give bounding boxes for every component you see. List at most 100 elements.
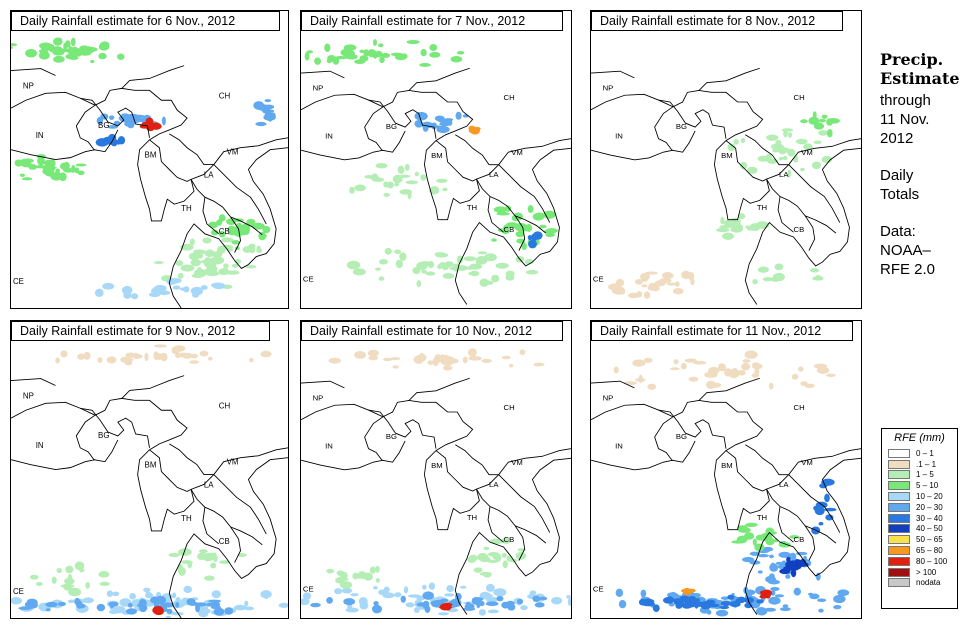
country-label: NP [313,393,324,402]
rainfall-patch [822,115,828,119]
rainfall-patch [11,597,22,604]
rainfall-patch [172,592,176,598]
country-label: VM [227,148,239,157]
map-panel-nov10: Daily Rainfall estimate for 10 Nov., 201… [300,320,572,619]
rainfall-patch [382,53,390,58]
rainfall-patch [90,60,94,63]
country-label: IN [36,131,44,140]
rainfall-patch [782,128,794,131]
legend-item: .1 – 1 [882,459,957,470]
rainfall-patch [644,291,650,298]
rainfall-patch [529,241,535,244]
rainfall-patch [234,605,247,611]
rainfall-patch [434,354,442,363]
rainfall-patch [438,612,449,615]
rainfall-patch [100,41,110,48]
rainfall-patch [644,358,653,363]
rainfall-patch [685,358,697,362]
rainfall-patch [166,278,177,285]
rainfall-patch [255,122,266,126]
rainfall-patch [334,56,347,59]
rainfall-patch [379,259,388,264]
rainfall-patch [208,357,213,361]
rainfall-patch [178,273,184,279]
rainfall-patch [221,237,233,242]
rainfall-patch [131,293,138,299]
rainfall-patch [191,259,201,266]
rainfall-patch [385,248,392,255]
legend-label: 65 – 80 [916,546,943,555]
rainfall-patch [368,350,379,357]
rainfall-patch [793,155,798,162]
rainfall-patch [496,554,502,562]
country-label: IN [615,442,623,451]
rainfall-patch [30,575,38,580]
rainfall-patch [614,367,619,374]
rainfall-patch [398,175,410,178]
rainfall-patch [785,574,790,579]
country-label: TH [467,513,477,522]
rainfall-patch [783,156,788,160]
rainfall-patch [46,608,51,611]
rainfall-patch [814,364,827,369]
rainfall-patch [37,157,45,166]
rainfall-patch [368,356,378,361]
legend-item: nodata [882,578,957,589]
rainfall-patch [486,601,499,606]
rainfall-patch [439,606,452,609]
rainfall-patch [208,600,221,603]
rainfall-patch [503,560,508,568]
legend-item: 10 – 20 [882,491,957,502]
country-label: BM [431,461,443,470]
rainfall-patch [117,53,124,59]
rainfall-patch [532,595,540,602]
rainfall-patch [777,147,790,153]
rainfall-patch [326,597,333,604]
rainfall-patch [264,99,271,102]
rainfall-patch [416,280,421,287]
rainfall-patch [43,51,48,54]
legend-swatch [888,535,910,544]
rainfall-patch [837,589,849,596]
rainfall-patch [408,191,412,199]
rainfall-patch [480,279,489,287]
rainfall-patch [55,168,60,174]
rainfall-patch [52,49,64,56]
rainfall-patch [224,607,233,614]
rainfall-patch [770,277,781,282]
rainfall-patch [108,602,118,607]
rainfall-patch [373,39,377,46]
rainfall-patch [146,591,150,595]
rainfall-patch [647,384,656,390]
rainfall-patch [543,211,556,219]
rainfall-patch [175,353,181,358]
rainfall-patch [736,221,741,229]
rainfall-patch [314,57,321,65]
rainfall-patch [25,603,29,606]
rainfall-patch [372,605,382,614]
rainfall-patch [719,606,729,609]
rainfall-patch [401,596,406,603]
legend-swatch [888,449,910,458]
rainfall-patch [96,138,109,146]
rainfall-patch [642,599,655,605]
rainfall-patch [197,553,206,560]
rainfall-patch [481,359,492,363]
rainfall-patch [189,360,199,364]
rainfall-patch [635,279,643,285]
panel-title: Daily Rainfall estimate for 7 Nov., 2012 [301,11,563,31]
rainfall-patch [422,585,427,590]
rainfall-patch [22,177,33,180]
rainfall-patch [370,566,376,573]
rainfall-patch [493,588,506,596]
panel-title: Daily Rainfall estimate for 6 Nov., 2012 [11,11,280,31]
rainfall-patch [305,52,310,61]
rainfall-patch [483,547,489,550]
rainfall-patch [641,284,647,287]
rainfall-patch [673,288,684,294]
country-label: BG [98,431,109,440]
rainfall-patch [359,597,368,605]
rainfall-patch [97,357,102,363]
rainfall-patch [348,50,354,57]
sidebar-data-line3: RFE 2.0 [880,260,965,279]
